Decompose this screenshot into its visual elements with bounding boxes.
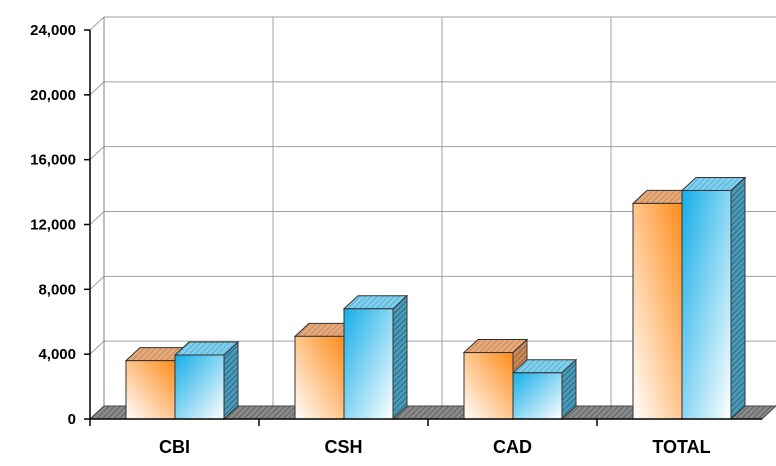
y-tick-label: 4,000 xyxy=(38,346,76,363)
y-tick-label: 24,000 xyxy=(30,22,76,39)
gridline-side-2 xyxy=(89,275,105,290)
bar-front xyxy=(294,335,345,420)
y-tick-label: 0 xyxy=(68,411,76,428)
bar-cad-2 xyxy=(511,358,578,421)
bar-front xyxy=(681,189,732,420)
gridline-side-6 xyxy=(89,16,105,31)
y-tick-label: 12,000 xyxy=(30,217,76,234)
bar-front xyxy=(343,308,394,420)
bar-front xyxy=(463,352,514,420)
x-tick-label: CBI xyxy=(159,437,190,457)
bar-front xyxy=(125,360,176,420)
x-tick-label: CAD xyxy=(493,437,532,457)
bar-front xyxy=(174,354,225,420)
axis-layer xyxy=(84,29,762,426)
y-tick-label: 8,000 xyxy=(38,281,76,298)
gridline-side-1 xyxy=(89,340,105,355)
gridline-side-5 xyxy=(89,81,105,96)
bars-layer xyxy=(124,176,747,421)
y-tick-label: 16,000 xyxy=(30,152,76,169)
bar-side xyxy=(392,294,408,421)
gridline-side-3 xyxy=(89,211,105,225)
bar-front xyxy=(512,372,563,420)
bar-total-2 xyxy=(680,176,747,421)
x-tick-label: CSH xyxy=(324,437,362,457)
grid-layer xyxy=(89,16,776,420)
bar-cad-1 xyxy=(462,338,529,421)
bar-side xyxy=(730,176,746,421)
bar-front xyxy=(632,202,683,420)
gridline-side-4 xyxy=(89,146,105,161)
label-layer: 0 4,000 8,000 12,000 16,000 20,000 24,000 CBI CS… xyxy=(30,22,711,457)
bar-cbi-2 xyxy=(173,340,240,421)
y-tick-label: 20,000 xyxy=(30,87,76,104)
bar-csh-2 xyxy=(342,294,409,421)
x-tick-label: TOTAL xyxy=(652,437,710,457)
